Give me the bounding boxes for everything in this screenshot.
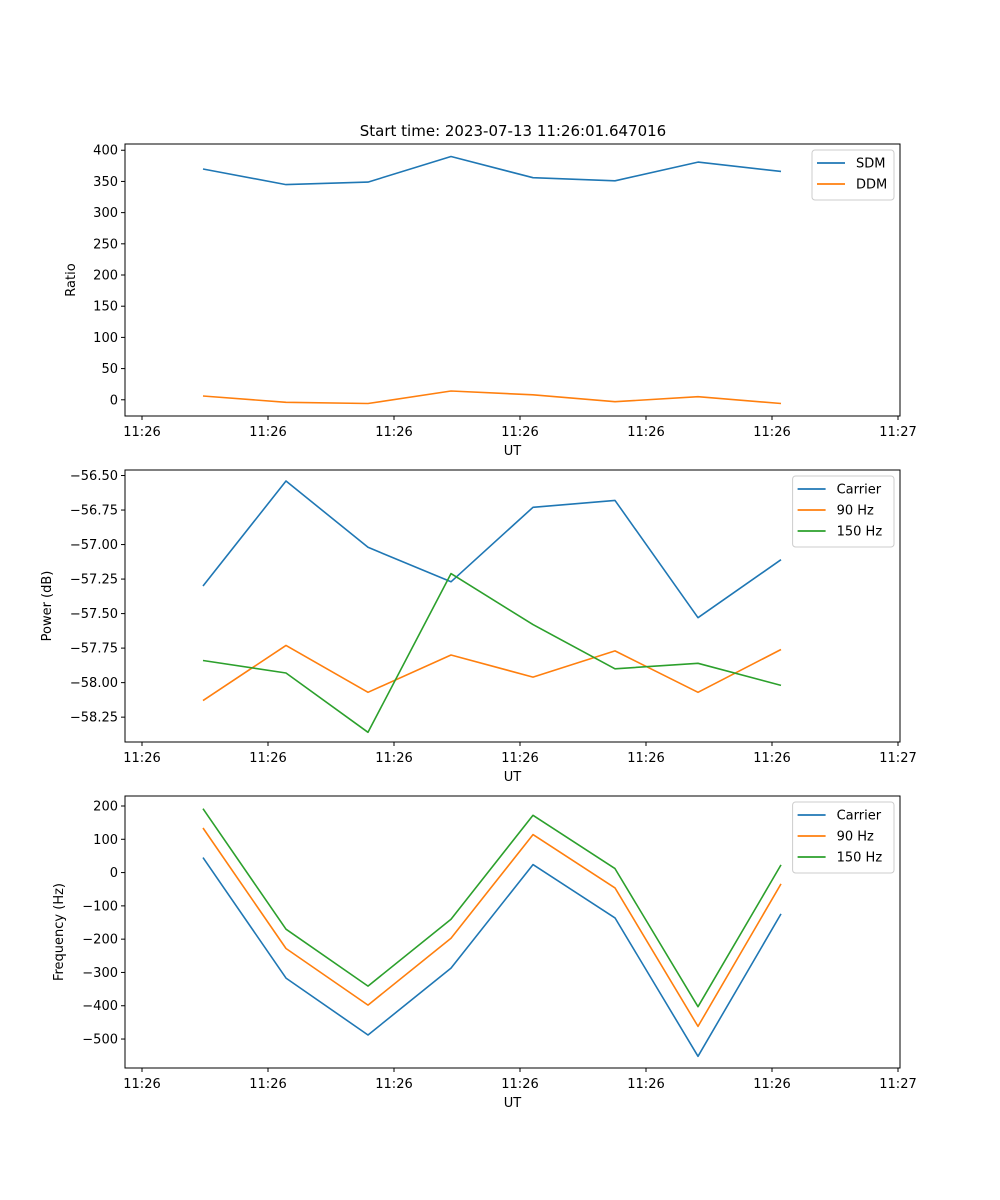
x-tick-label: 11:26 [123,751,160,766]
y-axis-label: Frequency (Hz) [52,883,67,981]
y-tick-label: 200 [93,799,118,814]
legend-label: SDM [856,157,885,172]
legend-label: 90 Hz [837,830,874,845]
x-tick-label: 11:26 [249,425,286,440]
figure-title: Start time: 2023-07-13 11:26:01.647016 [360,122,666,140]
y-axis-label: Power (dB) [40,571,55,642]
y-tick-label: 100 [93,331,118,346]
x-tick-label: 11:26 [627,751,664,766]
x-tick-label: 11:26 [375,1077,412,1092]
series-line-carrier [202,480,782,619]
x-tick-label: 11:26 [753,1077,790,1092]
ratio-panel: 11:26 11:26 11:26 11:26 11:26 11:26 11:27 0 50 10… [64,143,917,459]
x-tick-label: 11:26 [249,751,286,766]
x-tick-label: 11:26 [375,425,412,440]
legend-label: Carrier [837,809,882,824]
x-tick-label: 11:26 [501,425,538,440]
y-tick-label: −57.00 [70,538,118,553]
y-tick-label: 100 [93,833,118,848]
y-tick-label: 0 [110,393,118,408]
y-tick-label: −100 [82,899,118,914]
series-line-ddm [202,390,782,405]
y-tick-label: 50 [101,362,118,377]
x-axis-label: UT [504,770,522,785]
series-line-carrier [202,857,782,1058]
y-tick-label: −58.00 [70,676,118,691]
legend-box [792,801,895,874]
legend: SDM DDM [811,149,895,201]
x-tick-label: 11:26 [123,1077,160,1092]
x-tick-label: 11:27 [879,751,916,766]
series-line-90-hz [202,644,782,702]
y-tick-label: −57.25 [70,573,118,588]
legend-box [792,475,895,548]
y-tick-label: 250 [93,237,118,252]
x-tick-label: 11:26 [753,425,790,440]
frequency-panel: 11:26 11:26 11:26 11:26 11:26 11:26 11:27 200 10… [52,795,917,1111]
x-axis-label: UT [504,444,522,459]
y-tick-label: −300 [82,966,118,981]
series-line-sdm [202,155,782,186]
series-line-90-hz [202,827,782,1028]
x-tick-label: 11:26 [501,1077,538,1092]
y-tick-label: −400 [82,999,118,1014]
y-tick-label: −58.25 [70,711,118,726]
x-axis-label: UT [504,1096,522,1111]
power-panel: 11:26 11:26 11:26 11:26 11:26 11:26 11:27 −56.5… [40,469,917,785]
axes-frame [124,795,901,1069]
legend: Carrier 90 Hz 150 Hz [792,801,895,874]
x-tick-label: 11:26 [627,1077,664,1092]
x-tick-label: 11:26 [627,425,664,440]
legend-label: Carrier [837,483,882,498]
y-tick-label: 150 [93,300,118,315]
axes-frame [124,143,901,417]
y-tick-label: −56.75 [70,504,118,519]
y-tick-label: 0 [110,866,118,881]
x-tick-label: 11:26 [375,751,412,766]
x-tick-label: 11:27 [879,425,916,440]
legend-label: 90 Hz [837,504,874,519]
x-tick-label: 11:26 [501,751,538,766]
y-axis-label: Ratio [64,263,79,296]
x-tick-label: 11:26 [249,1077,286,1092]
y-tick-label: −56.50 [70,469,118,484]
y-tick-label: 400 [93,144,118,159]
axes-frame [124,469,901,743]
y-tick-label: 300 [93,206,118,221]
y-tick-label: −200 [82,933,118,948]
legend: Carrier 90 Hz 150 Hz [792,475,895,548]
legend-label: 150 Hz [837,851,883,866]
series-line-150-hz [202,808,782,1008]
legend-label: DDM [856,178,887,193]
series-line-150-hz [202,572,782,734]
x-tick-label: 11:26 [123,425,160,440]
x-tick-label: 11:27 [879,1077,916,1092]
y-tick-label: −57.50 [70,607,118,622]
y-tick-label: −500 [82,1033,118,1048]
y-tick-label: −57.75 [70,642,118,657]
x-tick-label: 11:26 [753,751,790,766]
y-tick-label: 200 [93,269,118,284]
y-tick-label: 350 [93,175,118,190]
legend-label: 150 Hz [837,525,883,540]
